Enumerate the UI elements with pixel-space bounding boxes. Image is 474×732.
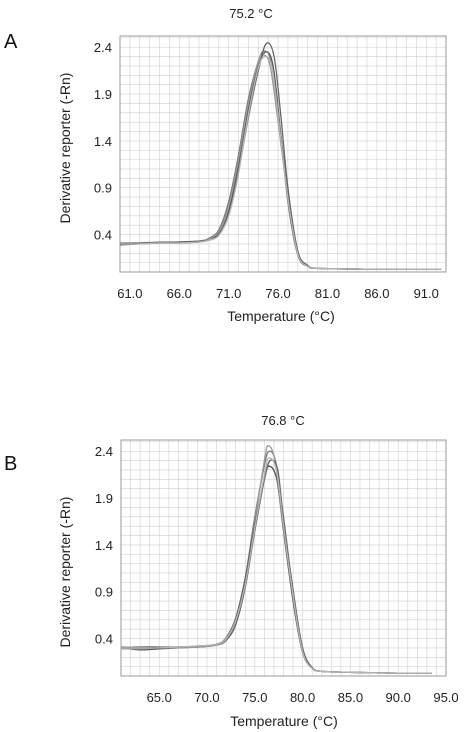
y-tick-label: 0.9 (94, 181, 112, 196)
x-axis-label: Temperature (°C) (227, 308, 335, 324)
y-tick-label: 1.9 (95, 491, 113, 506)
x-tick-label: 81.0 (315, 286, 340, 301)
melt-curve-chart-a: A 75.2 °C Derivative reporter (-Rn) Temp… (4, 6, 447, 324)
y-tick-label: 0.9 (95, 585, 113, 600)
chart-panel-b: B 76.8 °C Derivative reporter (-Rn) Temp… (0, 366, 474, 732)
x-axis-label: Temperature (°C) (230, 713, 338, 729)
chart-panel-a: A 75.2 °C Derivative reporter (-Rn) Temp… (4, 6, 447, 324)
chart-title: 76.8 °C (261, 413, 305, 428)
panel-letter: B (4, 453, 17, 475)
series-line (120, 459, 432, 674)
x-tick-label: 76.0 (265, 286, 290, 301)
x-tick-label: 70.0 (194, 690, 219, 705)
plot-frame (119, 35, 447, 273)
y-axis-label: Derivative reporter (-Rn) (57, 73, 73, 224)
x-tick-label: 95.0 (433, 690, 458, 705)
plot-frame (120, 439, 447, 677)
y-tick-label: 0.4 (95, 632, 113, 647)
chart-title: 75.2 °C (229, 6, 273, 21)
series-line (121, 457, 432, 674)
x-tick-label: 85.0 (338, 690, 363, 705)
x-tick-label: 80.0 (290, 690, 315, 705)
x-tick-label: 75.0 (242, 690, 267, 705)
y-tick-label: 2.4 (94, 40, 112, 55)
y-tick-label: 1.4 (95, 538, 113, 553)
series-line (120, 465, 432, 674)
y-tick-label: 0.4 (94, 228, 112, 243)
grid (120, 440, 447, 677)
panel-letter: A (4, 31, 18, 53)
y-tick-label: 2.4 (95, 444, 113, 459)
series-line (120, 450, 432, 674)
x-tick-label: 66.0 (167, 286, 192, 301)
melt-curve-chart-b: B 76.8 °C Derivative reporter (-Rn) Temp… (4, 413, 459, 729)
x-tick-label: 71.0 (216, 286, 241, 301)
x-tick-label: 86.0 (364, 286, 389, 301)
y-tick-label: 1.4 (94, 134, 112, 149)
y-axis-label: Derivative reporter (-Rn) (57, 497, 73, 648)
series-line (119, 50, 442, 270)
x-tick-label: 65.0 (147, 690, 172, 705)
x-tick-label: 61.0 (117, 286, 142, 301)
series-group (120, 444, 432, 674)
series-line (119, 53, 442, 270)
y-tick-label: 1.9 (94, 87, 112, 102)
series-line (119, 42, 442, 270)
series-line (119, 55, 442, 270)
x-tick-label: 91.0 (414, 286, 439, 301)
x-tick-label: 90.0 (386, 690, 411, 705)
series-group (119, 42, 442, 270)
